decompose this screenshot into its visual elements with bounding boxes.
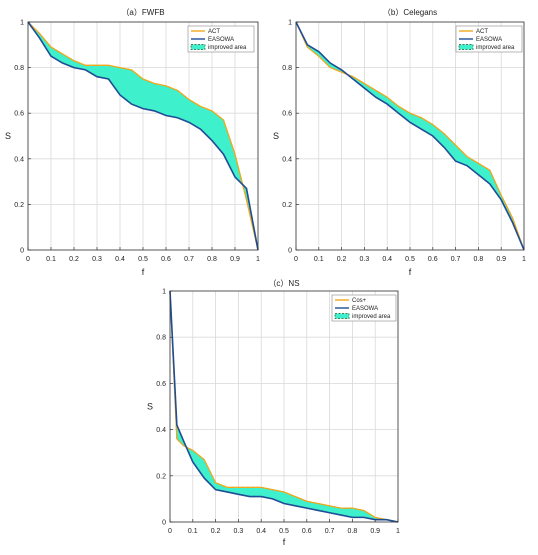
y-tick-label: 0: [162, 520, 166, 527]
legend-swatch-area: [190, 44, 206, 50]
series-line-1: [295, 21, 525, 251]
x-tick-label: 1: [256, 256, 260, 263]
series-line-2: [295, 21, 525, 251]
x-tick-label: 0.1: [188, 528, 198, 535]
legend-label: improved area: [476, 45, 515, 51]
legend-label: ACT: [476, 29, 488, 35]
x-tick-label: 0: [26, 256, 30, 263]
y-tick-label: 1: [162, 289, 166, 296]
legend: ACT EASOWA improved area: [455, 25, 523, 53]
x-tick-label: 0.6: [428, 256, 438, 263]
x-tick-label: 0: [294, 256, 298, 263]
series-line-2: [169, 290, 399, 523]
x-tick-label: 0.6: [302, 528, 312, 535]
legend-label: Cos+: [352, 298, 367, 304]
x-axis-label: f: [409, 267, 412, 277]
x-tick-label: 0.2: [211, 528, 221, 535]
y-tick-label: 0.2: [156, 473, 166, 480]
x-tick-label: 0.4: [382, 256, 392, 263]
chart-title: （b）Celegans: [383, 8, 437, 17]
x-tick-label: 0.6: [161, 256, 171, 263]
chart-fwfb: 0 0.1 0.2 0.3 0.4 0.5 0.6 0.7 0.8 0.9 1 0 0.2 0.4 0.6 0…: [5, 8, 260, 277]
y-axis-label: S: [5, 131, 11, 141]
legend-label: ACT: [208, 29, 220, 35]
legend-label: EASOWA: [476, 37, 502, 43]
legend-label: improved area: [208, 45, 247, 51]
y-axis-label: S: [147, 402, 153, 412]
y-tick-label: 0.8: [156, 335, 166, 342]
x-tick-label: 0.1: [314, 256, 324, 263]
y-tick-label: 0.4: [14, 156, 24, 163]
y-tick-label: 0.2: [14, 202, 24, 209]
x-tick-label: 0.2: [337, 256, 347, 263]
chart-ns: 0 0.1 0.2 0.3 0.4 0.5 0.6 0.7 0.8 0.9 1 0 0.2 0.4 0.6 0…: [147, 279, 400, 547]
x-tick-label: 0.7: [451, 256, 461, 263]
y-tick-label: 0: [288, 248, 292, 255]
x-tick-label: 0.8: [348, 528, 358, 535]
y-tick-label: 0.8: [282, 65, 292, 72]
y-tick-label: 0.6: [14, 111, 24, 118]
x-tick-label: 0.5: [279, 528, 289, 535]
legend-label: EASOWA: [352, 306, 378, 312]
x-tick-label: 0.8: [207, 256, 217, 263]
x-tick-label: 0.9: [496, 256, 506, 263]
y-tick-label: 0.6: [156, 381, 166, 388]
chart-celegans: 0 0.1 0.2 0.3 0.4 0.5 0.6 0.7 0.8 0.9 1 0 0.2 0.4 0.6 0…: [273, 8, 526, 277]
x-tick-label: 0: [168, 528, 172, 535]
x-tick-label: 0.2: [69, 256, 79, 263]
x-tick-label: 0.1: [46, 256, 56, 263]
x-tick-label: 1: [522, 256, 526, 263]
y-tick-label: 0: [20, 248, 24, 255]
y-tick-label: 0.8: [14, 65, 24, 72]
x-tick-label: 0.7: [325, 528, 335, 535]
legend-label: EASOWA: [208, 37, 234, 43]
x-axis-label: f: [283, 537, 286, 547]
x-axis-label: f: [142, 267, 145, 277]
legend-swatch-area: [458, 44, 474, 50]
chart-title: （a）FWFB: [121, 8, 164, 17]
legend: Cos+ EASOWA improved area: [331, 294, 397, 322]
x-tick-label: 0.5: [138, 256, 148, 263]
x-tick-label: 0.3: [234, 528, 244, 535]
y-tick-label: 0.6: [282, 111, 292, 118]
x-tick-label: 0.3: [360, 256, 370, 263]
legend-swatch-area: [334, 313, 350, 319]
legend: ACT EASOWA improved area: [187, 25, 255, 53]
y-tick-label: 1: [288, 20, 292, 27]
x-tick-label: 0.5: [405, 256, 415, 263]
y-tick-label: 0.2: [282, 202, 292, 209]
y-tick-label: 0.4: [156, 427, 166, 434]
x-tick-label: 0.4: [256, 528, 266, 535]
x-tick-label: 0.3: [92, 256, 102, 263]
series-line-2: [27, 21, 259, 251]
series-line-1: [169, 290, 399, 523]
y-tick-label: 1: [20, 20, 24, 27]
y-tick-label: 0.4: [282, 156, 292, 163]
legend-label: improved area: [352, 314, 391, 320]
x-tick-label: 0.9: [230, 256, 240, 263]
x-tick-label: 0.8: [474, 256, 484, 263]
x-tick-label: 0.4: [115, 256, 125, 263]
x-tick-label: 1: [396, 528, 400, 535]
y-axis-label: S: [273, 131, 279, 141]
x-tick-label: 0.7: [184, 256, 194, 263]
chart-title: （c）NS: [268, 279, 299, 288]
series-line-1: [27, 21, 259, 251]
x-tick-label: 0.9: [370, 528, 380, 535]
